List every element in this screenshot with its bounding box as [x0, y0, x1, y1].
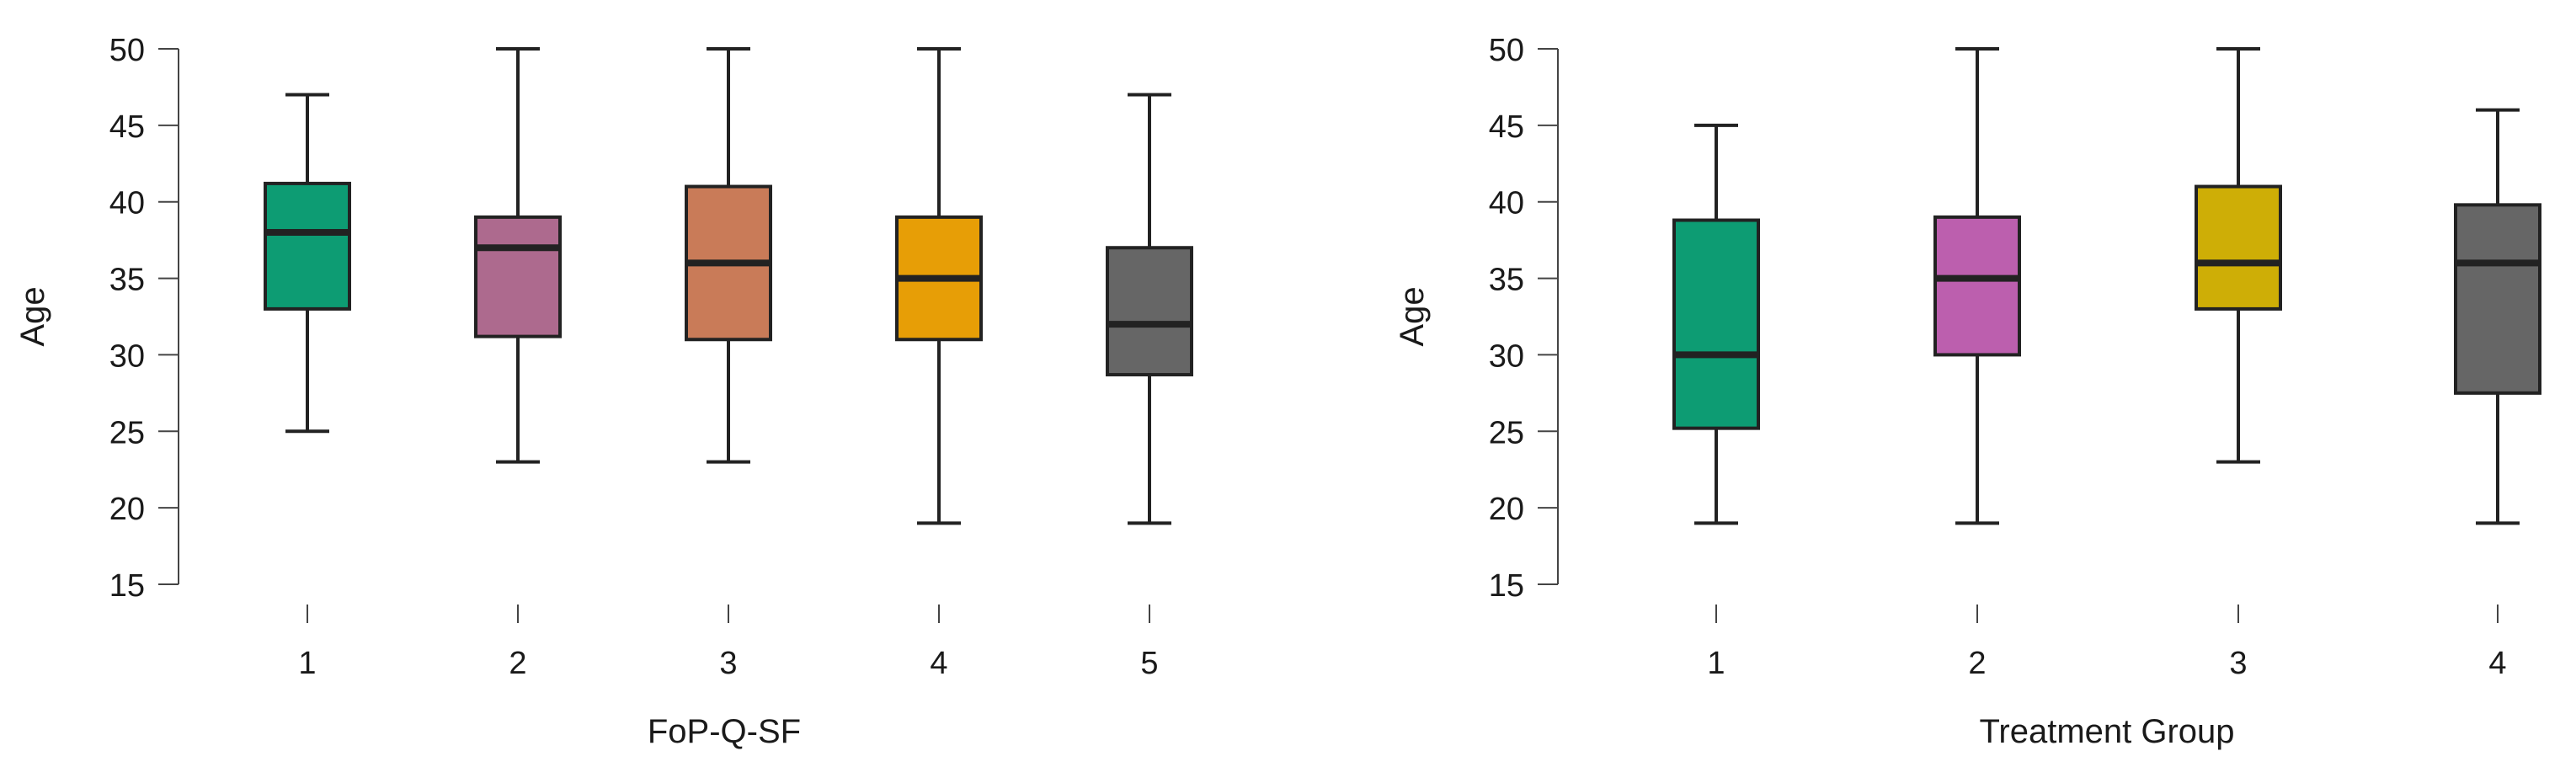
x-axis-title: FoP-Q-SF — [648, 713, 801, 750]
box-1 — [1672, 123, 1760, 525]
y-tick-label: 15 — [1489, 568, 1524, 604]
box-5 — [1106, 93, 1193, 525]
iqr-box — [474, 215, 562, 338]
x-axis-title: Treatment Group — [1979, 713, 2234, 750]
box-3 — [2195, 47, 2282, 464]
y-axis-title: Age — [14, 286, 51, 346]
y-tick-label: 35 — [109, 263, 145, 298]
box-3 — [685, 47, 772, 464]
box-2 — [474, 47, 562, 464]
y-tick-label: 20 — [109, 492, 145, 527]
y-tick-label: 50 — [1489, 33, 1524, 68]
box-2 — [1933, 47, 2021, 525]
iqr-box — [264, 181, 351, 311]
x-tick-label: 2 — [1968, 646, 1986, 681]
y-tick-label: 20 — [1489, 492, 1524, 527]
y-tick-label: 45 — [109, 109, 145, 145]
x-tick-label: 5 — [1140, 646, 1158, 681]
y-tick-label: 25 — [109, 415, 145, 450]
y-tick-label: 30 — [109, 338, 145, 374]
iqr-box — [1672, 218, 1760, 430]
box-4 — [895, 47, 983, 525]
y-tick-label: 15 — [109, 568, 145, 604]
y-tick-label: 35 — [1489, 263, 1524, 298]
x-tick-label: 2 — [509, 646, 526, 681]
iqr-box — [2195, 184, 2282, 311]
box-4 — [2454, 108, 2541, 525]
box-1 — [264, 93, 351, 434]
chart-2: 15 20 25 30 35 40 45 50 Age 1 2 3 4 Treatment Group — [1394, 33, 2541, 750]
x-tick-label: 4 — [930, 646, 947, 681]
iqr-box — [1933, 215, 2021, 357]
x-tick-label: 3 — [719, 646, 737, 681]
y-tick-label: 30 — [1489, 338, 1524, 374]
iqr-box — [1106, 246, 1193, 377]
x-tick-label: 1 — [1707, 646, 1725, 681]
y-tick-label: 50 — [109, 33, 145, 68]
y-tick-label: 45 — [1489, 109, 1524, 145]
x-tick-label: 3 — [2229, 646, 2247, 681]
y-tick-label: 40 — [1489, 186, 1524, 221]
y-tick-label: 40 — [109, 186, 145, 221]
x-tick-label: 1 — [298, 646, 316, 681]
y-tick-label: 25 — [1489, 415, 1524, 450]
x-tick-label: 4 — [2488, 646, 2506, 681]
iqr-box — [2454, 203, 2541, 395]
y-axis-title: Age — [1394, 286, 1431, 346]
